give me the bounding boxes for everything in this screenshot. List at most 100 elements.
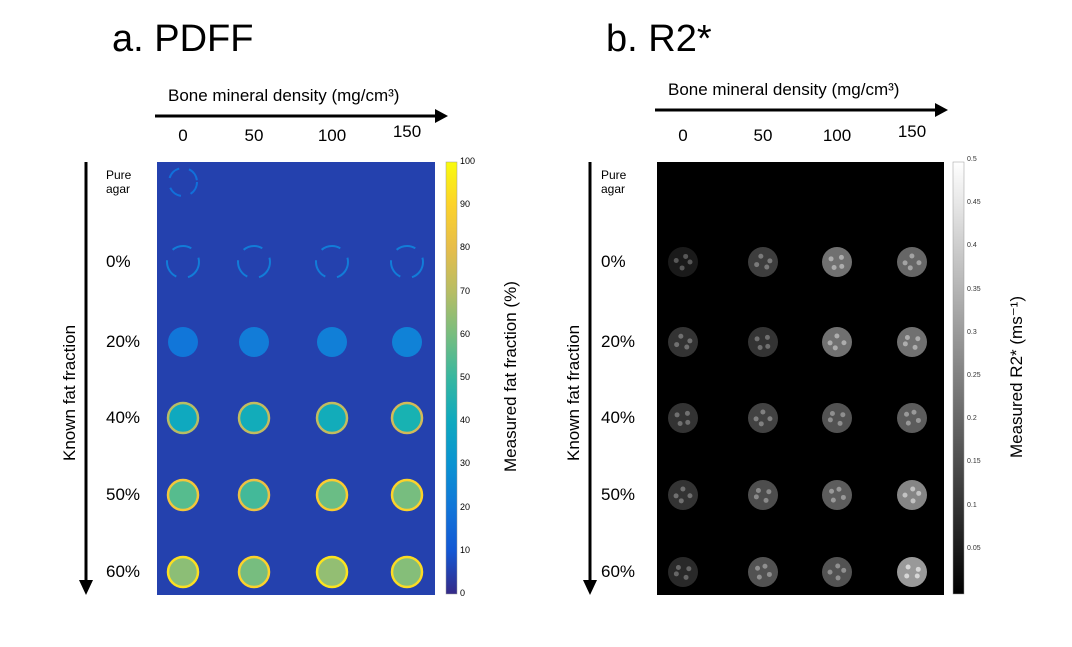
- panel-b-vial: [668, 327, 698, 357]
- panel-b-colorbar-tick: 0.25: [967, 372, 981, 379]
- panel-a-row-label: 60%: [106, 562, 141, 581]
- panel-a-ring: [166, 245, 200, 279]
- panel-b-vial-speckle: [760, 409, 766, 415]
- panel-b-vial: [897, 327, 927, 357]
- panel-b-vial: [668, 247, 698, 277]
- panel-a-colorbar-tick: 10: [460, 544, 471, 555]
- panel-a-ring: [237, 245, 271, 279]
- panel-b-vial: [822, 327, 852, 357]
- panel-a-vial: [317, 403, 347, 433]
- panel-a-row-label: 50%: [106, 485, 141, 504]
- panel-b-vial-speckle: [829, 410, 835, 416]
- panel-b-x-tick: 100: [822, 126, 852, 145]
- panel-b-vial: [897, 557, 927, 587]
- panel-b-row-label: Pure agar: [601, 168, 627, 196]
- panel-a-colorbar-tick: 30: [460, 458, 471, 469]
- panel-b-vial-speckle: [904, 334, 910, 340]
- panel-b-vial-speckle: [841, 567, 847, 573]
- panel-b-vial-speckle: [763, 497, 769, 503]
- panel-a-x-tick: 50: [244, 126, 264, 145]
- panel-b-vial: [748, 327, 778, 357]
- panel-b-x-tick: 50: [753, 126, 773, 145]
- panel-b-vial: [748, 480, 778, 510]
- panel-a-agar-ring: [168, 167, 198, 197]
- panel-a-vial: [392, 480, 422, 510]
- panel-b-vial-speckle: [904, 411, 910, 417]
- panel-b-vial: [748, 557, 778, 587]
- panel-b-vial-speckle: [758, 253, 764, 259]
- panel-a-colorbar-tick: 80: [460, 242, 471, 253]
- panel-b-vial-speckle: [904, 573, 910, 579]
- panel-b-vial-speckle: [764, 334, 770, 340]
- panel-a-vial-rim: [315, 478, 349, 512]
- panel-a-x-tick: 150: [392, 122, 422, 141]
- panel-a-vial-rim: [166, 478, 200, 512]
- panel-b-vial-speckle: [754, 262, 760, 268]
- panel-b-vial-speckle: [912, 344, 918, 350]
- panel-b-vial-speckle: [684, 410, 690, 416]
- panel-b-colorbar-tick: 0.2: [967, 415, 977, 423]
- panel-b-title: b. R2*: [606, 18, 712, 60]
- panel-b-x-arrow: [655, 103, 948, 117]
- panel-b-vial-speckle: [686, 566, 692, 572]
- panel-a-vial: [392, 557, 422, 587]
- panel-b-colorbar-tick: 0.35: [967, 285, 981, 293]
- panel-a-title: a. PDFF: [112, 18, 254, 60]
- panel-b-vial: [668, 480, 698, 510]
- panel-b-vial-speckle: [910, 498, 916, 504]
- panel-b-vial-speckle: [914, 573, 920, 579]
- panel-b-vial-speckle: [841, 340, 847, 346]
- panel-b-vial: [897, 480, 927, 510]
- panel-a-x-axis-label: Bone mineral density (mg/cm³): [168, 86, 400, 105]
- panel-b-vial-speckle: [839, 263, 845, 269]
- panel-b-vial-speckle: [902, 341, 908, 347]
- panel-b-vial-speckle: [840, 412, 846, 418]
- panel-a-image: [157, 162, 435, 595]
- panel-b-colorbar-tick: 0.3: [967, 328, 977, 336]
- panel-b-row-label: 0%: [601, 252, 626, 271]
- panel-a-vial: [239, 480, 269, 510]
- panel-a-row-label: 0%: [106, 252, 131, 271]
- panel-b-vial-speckle: [687, 493, 693, 499]
- panel-b-vial: [748, 247, 778, 277]
- panel-b-vial-speckle: [675, 564, 681, 570]
- panel-a-colorbar-tick: 100: [460, 156, 476, 166]
- panel-a-image-background: [157, 162, 435, 595]
- panel-b-vial-speckle: [673, 571, 679, 577]
- panel-b-vial: [668, 403, 698, 433]
- panel-b-vial-speckle: [762, 563, 768, 569]
- panel-b-vial-speckle: [907, 265, 913, 271]
- panel-b-vial-speckle: [755, 565, 761, 571]
- panel-b-vial: [822, 247, 852, 277]
- panel-a-vial: [168, 557, 198, 587]
- panel-b-vial: [897, 403, 927, 433]
- panel-b-colorbar-gradient: [952, 161, 965, 595]
- panel-b-vial-speckle: [754, 336, 760, 342]
- panel-b-image-background: [657, 162, 944, 595]
- panel-b-x-tick: 150: [897, 122, 927, 141]
- panel-b-vial-speckle: [837, 420, 843, 426]
- panel-b-vial-speckle: [767, 416, 773, 422]
- panel-b-vial-speckle: [757, 344, 763, 350]
- panel-b-vial-speckle: [836, 486, 842, 492]
- panel-b-vial-speckle: [911, 409, 917, 415]
- panel-a-ring: [315, 245, 349, 279]
- panel-a-vial-rim: [237, 401, 271, 435]
- panel-b-colorbar-tick: 0.5: [967, 156, 977, 163]
- panel-b-vial: [822, 403, 852, 433]
- panel-a-vial: [239, 403, 269, 433]
- panel-b-vial-speckle: [766, 571, 772, 577]
- panel-b-vial-speckle: [829, 488, 835, 494]
- panel-b-vial-speckle: [834, 333, 840, 339]
- panel-b-vial-speckle: [678, 333, 684, 339]
- panel-b-vial-speckle: [765, 343, 771, 349]
- panel-a-colorbar-gradient: [445, 161, 458, 595]
- panel-a-colorbar-tick: 50: [460, 372, 471, 382]
- panel-a-vial: [392, 327, 422, 357]
- panel-a-vial-rim: [390, 401, 424, 435]
- panel-a-row-label: 20%: [106, 332, 141, 351]
- panel-b-colorbar-tick: 0.05: [967, 544, 981, 552]
- panel-a-vial: [317, 480, 347, 510]
- panel-b-row-label: 40%: [601, 408, 636, 427]
- panel-b-vial-speckle: [685, 419, 691, 425]
